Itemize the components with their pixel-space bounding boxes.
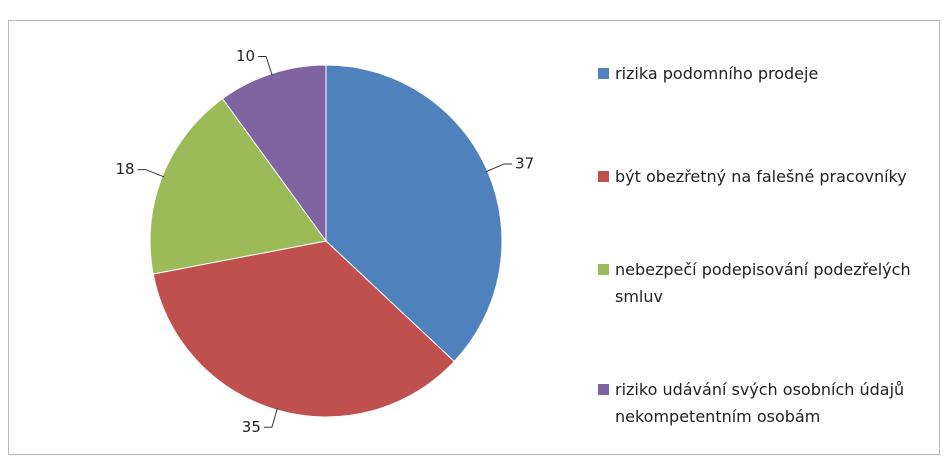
- legend-item: být obezřetný na falešné pracovníky: [598, 163, 928, 190]
- legend-swatch: [598, 68, 609, 79]
- legend-item: rizika podomního prodeje: [598, 60, 928, 87]
- legend-item: nebezpečí podepisování podezřelých smluv: [598, 256, 928, 310]
- legend: rizika podomního prodeje být obezřetný na…: [598, 60, 928, 430]
- data-label: 10: [236, 47, 255, 65]
- data-label: 18: [116, 160, 135, 178]
- leader-line: [485, 163, 513, 173]
- legend-label: nebezpečí podepisování podezřelých smluv: [615, 260, 911, 306]
- legend-item: riziko udávání svých osobních údajů neko…: [598, 376, 928, 430]
- leader-line: [263, 407, 278, 428]
- leader-line: [137, 169, 165, 178]
- leader-line: [258, 55, 273, 76]
- legend-swatch: [598, 171, 609, 182]
- legend-label: rizika podomního prodeje: [615, 64, 819, 83]
- data-label: 35: [242, 418, 261, 436]
- chart-frame: [8, 20, 940, 455]
- legend-swatch: [598, 264, 609, 275]
- legend-label: být obezřetný na falešné pracovníky: [615, 167, 907, 186]
- legend-swatch: [598, 384, 609, 395]
- legend-label: riziko udávání svých osobních údajů neko…: [615, 380, 905, 426]
- data-label: 37: [515, 154, 534, 172]
